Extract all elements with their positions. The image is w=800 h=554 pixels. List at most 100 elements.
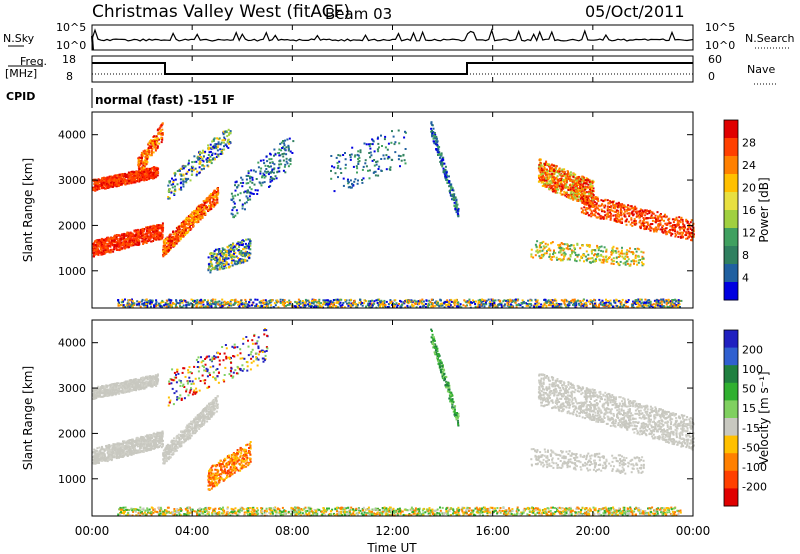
echo-cell [249,298,252,301]
echo-cell [610,304,613,307]
echo-cell [158,128,161,131]
echo-cell [287,165,290,168]
echo-cell [168,249,170,252]
echo-cell [232,216,235,219]
echo-cell [138,170,141,173]
echo-cell [349,156,352,159]
echo-cell [394,141,397,144]
echo-cell [370,154,373,157]
echo-cell [372,140,375,143]
echo-cell [211,158,214,161]
echo-cell [264,175,267,178]
echo-cell [338,160,341,163]
echo-cell [157,233,160,236]
echo-cell [149,230,152,233]
echo-cell [368,152,371,154]
echo-cell [123,175,126,178]
echo-cell [189,219,192,222]
echo-cell [210,262,213,265]
echo-cell [119,235,122,238]
mhz-label: [MHz] [5,67,37,80]
echo-cell [128,180,130,183]
echo-cell [241,178,244,181]
echo-cell [158,303,161,305]
echo-cell [98,250,101,253]
echo-cell [233,245,236,248]
echo-cell [442,302,445,305]
echo-cell [180,188,183,191]
echo-cell [149,171,152,174]
echo-cell [213,199,216,202]
echo-cell [375,161,378,163]
echo-cell [431,298,434,301]
echo-cell [123,235,126,238]
echo-cell [145,176,148,179]
echo-cell [361,304,364,307]
echo-cell [344,158,347,161]
echo-cell [131,233,134,236]
echo-cell [127,172,130,175]
echo-cell [168,244,171,247]
echo-cell [241,252,244,255]
echo-cell [126,238,129,241]
echo-cell [250,188,253,191]
echo-cell [227,146,230,149]
echo-cell [504,303,506,306]
echo-cell [219,143,222,146]
echo-cell [151,233,153,236]
echo-cell [149,174,151,177]
echo-cell [449,190,451,193]
echo-cell [139,176,142,179]
echo-cell [448,181,451,184]
echo-cell [217,253,220,256]
echo-cell [145,242,148,244]
echo-cell [197,207,200,210]
echo-cell [105,251,108,253]
echo-cell [237,249,240,252]
echo-cell [215,256,218,259]
echo-cell [558,303,561,306]
echo-cell [239,182,242,184]
echo-cell [591,300,594,303]
echo-cell [196,212,199,215]
cpid-panel: CPID normal (fast) -151 IF [6,88,235,108]
echo-cell [226,303,229,305]
echo-cell [534,302,537,305]
echo-cell [102,243,105,246]
echo-cell [377,142,380,145]
echo-cell [283,147,286,150]
echo-cell [257,166,260,169]
echo-cell [344,163,347,166]
echo-cell [108,238,111,241]
echo-cell [138,161,141,164]
echo-cell [509,303,512,306]
echo-cell [274,175,277,178]
echo-cell [156,129,159,132]
echo-cell [640,302,643,305]
echo-cell [125,304,128,307]
echo-cell [117,301,120,304]
echo-cell [351,302,354,305]
echo-cell [94,184,97,187]
echo-cell [215,190,218,193]
echo-cell [453,201,456,204]
echo-cell [138,230,141,233]
echo-cell [136,303,139,306]
echo-cell [104,249,107,252]
echo-cell [202,208,205,211]
echo-cell [454,205,457,207]
echo-cell [399,299,401,302]
echo-cell [107,249,110,252]
echo-cell [245,178,248,181]
echo-cell [214,143,217,146]
echo-cell [374,170,377,173]
echo-cell [592,304,595,307]
echo-cell [108,240,111,243]
echo-cell [124,180,127,183]
echo-cell [146,152,149,155]
echo-cell [189,214,192,217]
echo-cell [435,137,438,140]
echo-cell [202,200,205,203]
echo-cell [112,244,115,246]
echo-cell [533,305,536,308]
